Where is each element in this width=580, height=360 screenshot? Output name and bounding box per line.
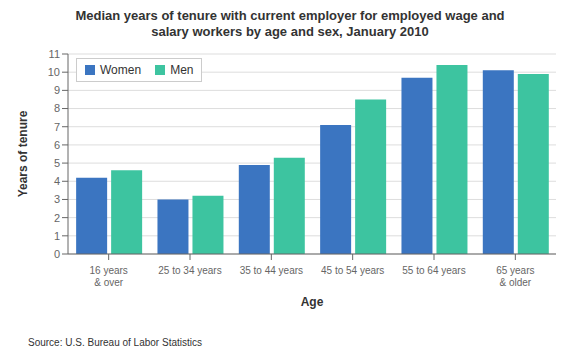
svg-text:9: 9 [54,84,60,96]
html-text:Source: U.S. Bureau of Labor S: Source: U.S. Bureau of Labor Statistics [28,337,202,348]
svg-text:3: 3 [54,193,60,205]
svg-text:8: 8 [54,102,60,114]
svg-text:55 to 64 years: 55 to 64 years [402,265,465,276]
html-text:Men: Men [170,63,194,77]
svg-text:0: 0 [54,248,60,260]
svg-text:4: 4 [54,175,60,187]
svg-text:65 years& older: 65 years& older [496,265,534,288]
svg-text:6: 6 [54,139,60,151]
svg-text:35 to 44 years: 35 to 44 years [240,265,303,276]
svg-text:10: 10 [48,66,60,78]
html-text:salary workers by age and sex,: salary workers by age and sex, January 2… [151,24,429,39]
svg-text:1: 1 [54,230,60,242]
svg-text:16 years& over: 16 years& over [89,265,127,288]
svg-text:7: 7 [54,121,60,133]
html-text:Median years of tenure with cu: Median years of tenure with current empl… [75,8,505,23]
svg-text:2: 2 [54,212,60,224]
svg-text:5: 5 [54,157,60,169]
svg-text:45 to 54 years: 45 to 54 years [321,265,384,276]
svg-text:Years of tenure: Years of tenure [16,110,30,197]
svg-text:25 to 34 years: 25 to 34 years [158,265,221,276]
svg-text:11: 11 [49,48,60,60]
html-text:Women: Women [100,63,142,77]
svg-text:Age: Age [301,295,324,309]
